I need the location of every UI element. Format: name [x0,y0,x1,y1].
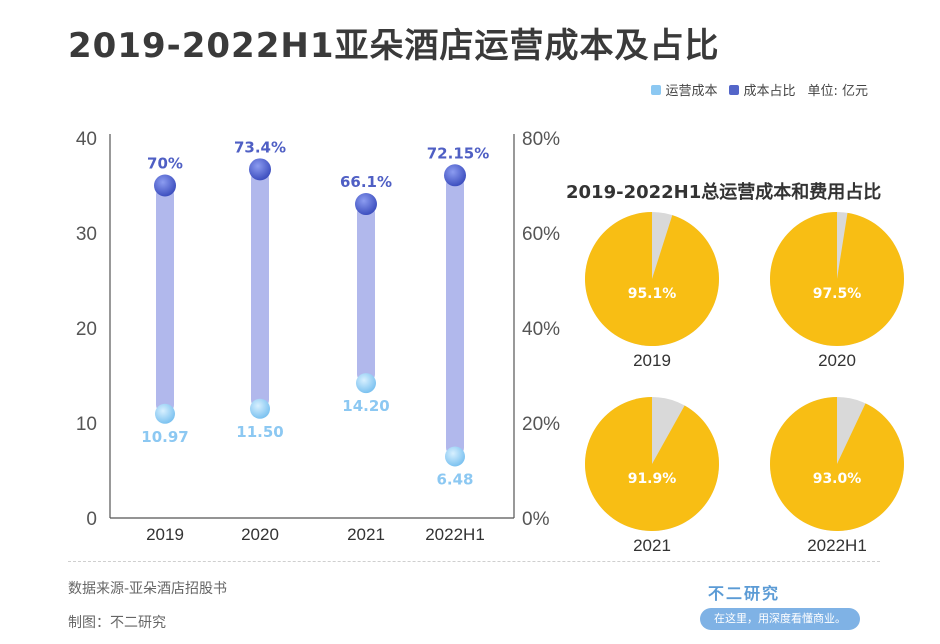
pie-category-label: 2020 [818,351,856,370]
cost-point [155,403,175,424]
ratio-data-label: 72.15% [427,144,489,162]
y-right-tick-label: 40% [522,319,560,340]
range-bar [446,175,464,457]
ratio-point [355,193,377,216]
y-right-tick-label: 80% [522,129,560,150]
footer-divider [68,561,880,562]
x-tick-label: 2021 [347,525,385,544]
cost-data-label: 10.97 [141,428,188,446]
legend-item-cost: 运营成本 [651,80,717,99]
pie-category-label: 2019 [633,351,671,370]
pie-category-label: 2022H1 [807,536,867,555]
legend: 运营成本 成本占比 单位: 亿元 [651,80,868,99]
cost-data-label: 11.50 [236,423,283,441]
pie-section-title: 2019-2022H1总运营成本和费用占比 [566,182,882,203]
pie-main-slice [770,397,904,531]
ratio-data-label: 70% [147,155,183,173]
y-left-tick-label: 20 [76,319,97,340]
ratio-data-label: 73.4% [234,138,286,156]
ratio-point [444,164,466,187]
ratio-point [154,174,176,197]
brand-slogan: 在这里，用深度看懂商业。 [700,608,860,630]
data-source: 数据来源-亚朵酒店招股书 [68,581,228,597]
pie-value-label: 97.5% [813,286,862,302]
cost-point [356,373,376,394]
y-right-tick-label: 20% [522,414,560,435]
pie-main-slice [584,397,719,531]
pie-value-label: 91.9% [628,471,677,487]
chart-maker: 制图：不二研究 [68,615,166,631]
y-right-tick-label: 60% [522,224,560,245]
cost-data-label: 14.20 [342,397,389,415]
cost-point [445,446,465,467]
legend-swatch-ratio [729,84,740,95]
y-left-tick-label: 30 [76,224,97,245]
pie-category-label: 2021 [633,536,671,555]
y-left-tick-label: 40 [76,129,97,150]
pie-main-slice [584,211,719,346]
pie-main-slice [770,211,904,346]
range-bar [357,204,375,384]
brand-logo-text: 不二研究 [708,584,781,603]
legend-label-cost: 运营成本 [665,84,718,99]
range-bar [156,185,174,414]
y-left-tick-label: 0 [86,509,97,530]
ratio-data-label: 66.1% [340,173,392,191]
cost-point [250,398,270,419]
legend-label-ratio: 成本占比 [743,84,796,99]
legend-swatch-cost [651,84,662,95]
pie-value-label: 93.0% [813,471,862,487]
ratio-point [249,158,271,181]
y-right-tick-label: 0% [522,509,550,530]
x-tick-label: 2019 [146,525,184,544]
y-left-tick-label: 10 [76,414,97,435]
cost-data-label: 6.48 [436,470,473,488]
x-tick-label: 2022H1 [425,525,485,544]
legend-unit: 单位: 亿元 [807,84,868,99]
pie-value-label: 95.1% [628,286,677,302]
legend-item-ratio: 成本占比 [729,80,795,99]
range-bar [251,169,269,409]
x-tick-label: 2020 [241,525,279,544]
chart-title: 2019-2022H1亚朵酒店运营成本及占比 [68,26,720,66]
